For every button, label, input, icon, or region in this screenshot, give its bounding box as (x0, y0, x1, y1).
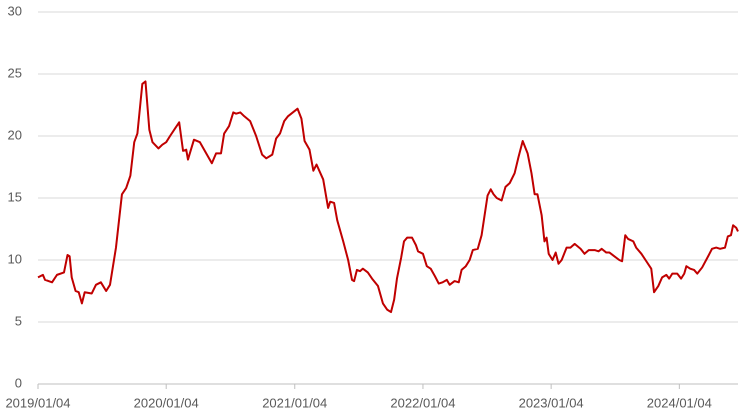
x-tick-label: 2019/01/04 (5, 395, 70, 410)
y-tick-label: 10 (8, 251, 22, 266)
x-tick-label: 2023/01/04 (519, 395, 584, 410)
y-tick-label: 25 (8, 65, 22, 80)
y-tick-label: 0 (15, 375, 22, 390)
y-tick-label: 20 (8, 127, 22, 142)
x-tick-label: 2020/01/04 (134, 395, 199, 410)
data-line (37, 80, 739, 314)
y-tick-label: 5 (15, 313, 22, 328)
y-tick-label: 30 (8, 3, 22, 18)
y-tick-label: 15 (8, 189, 22, 204)
x-tick-label: 2024/01/04 (647, 395, 712, 410)
x-tick-label: 2021/01/04 (262, 395, 327, 410)
x-tick-label: 2022/01/04 (390, 395, 455, 410)
